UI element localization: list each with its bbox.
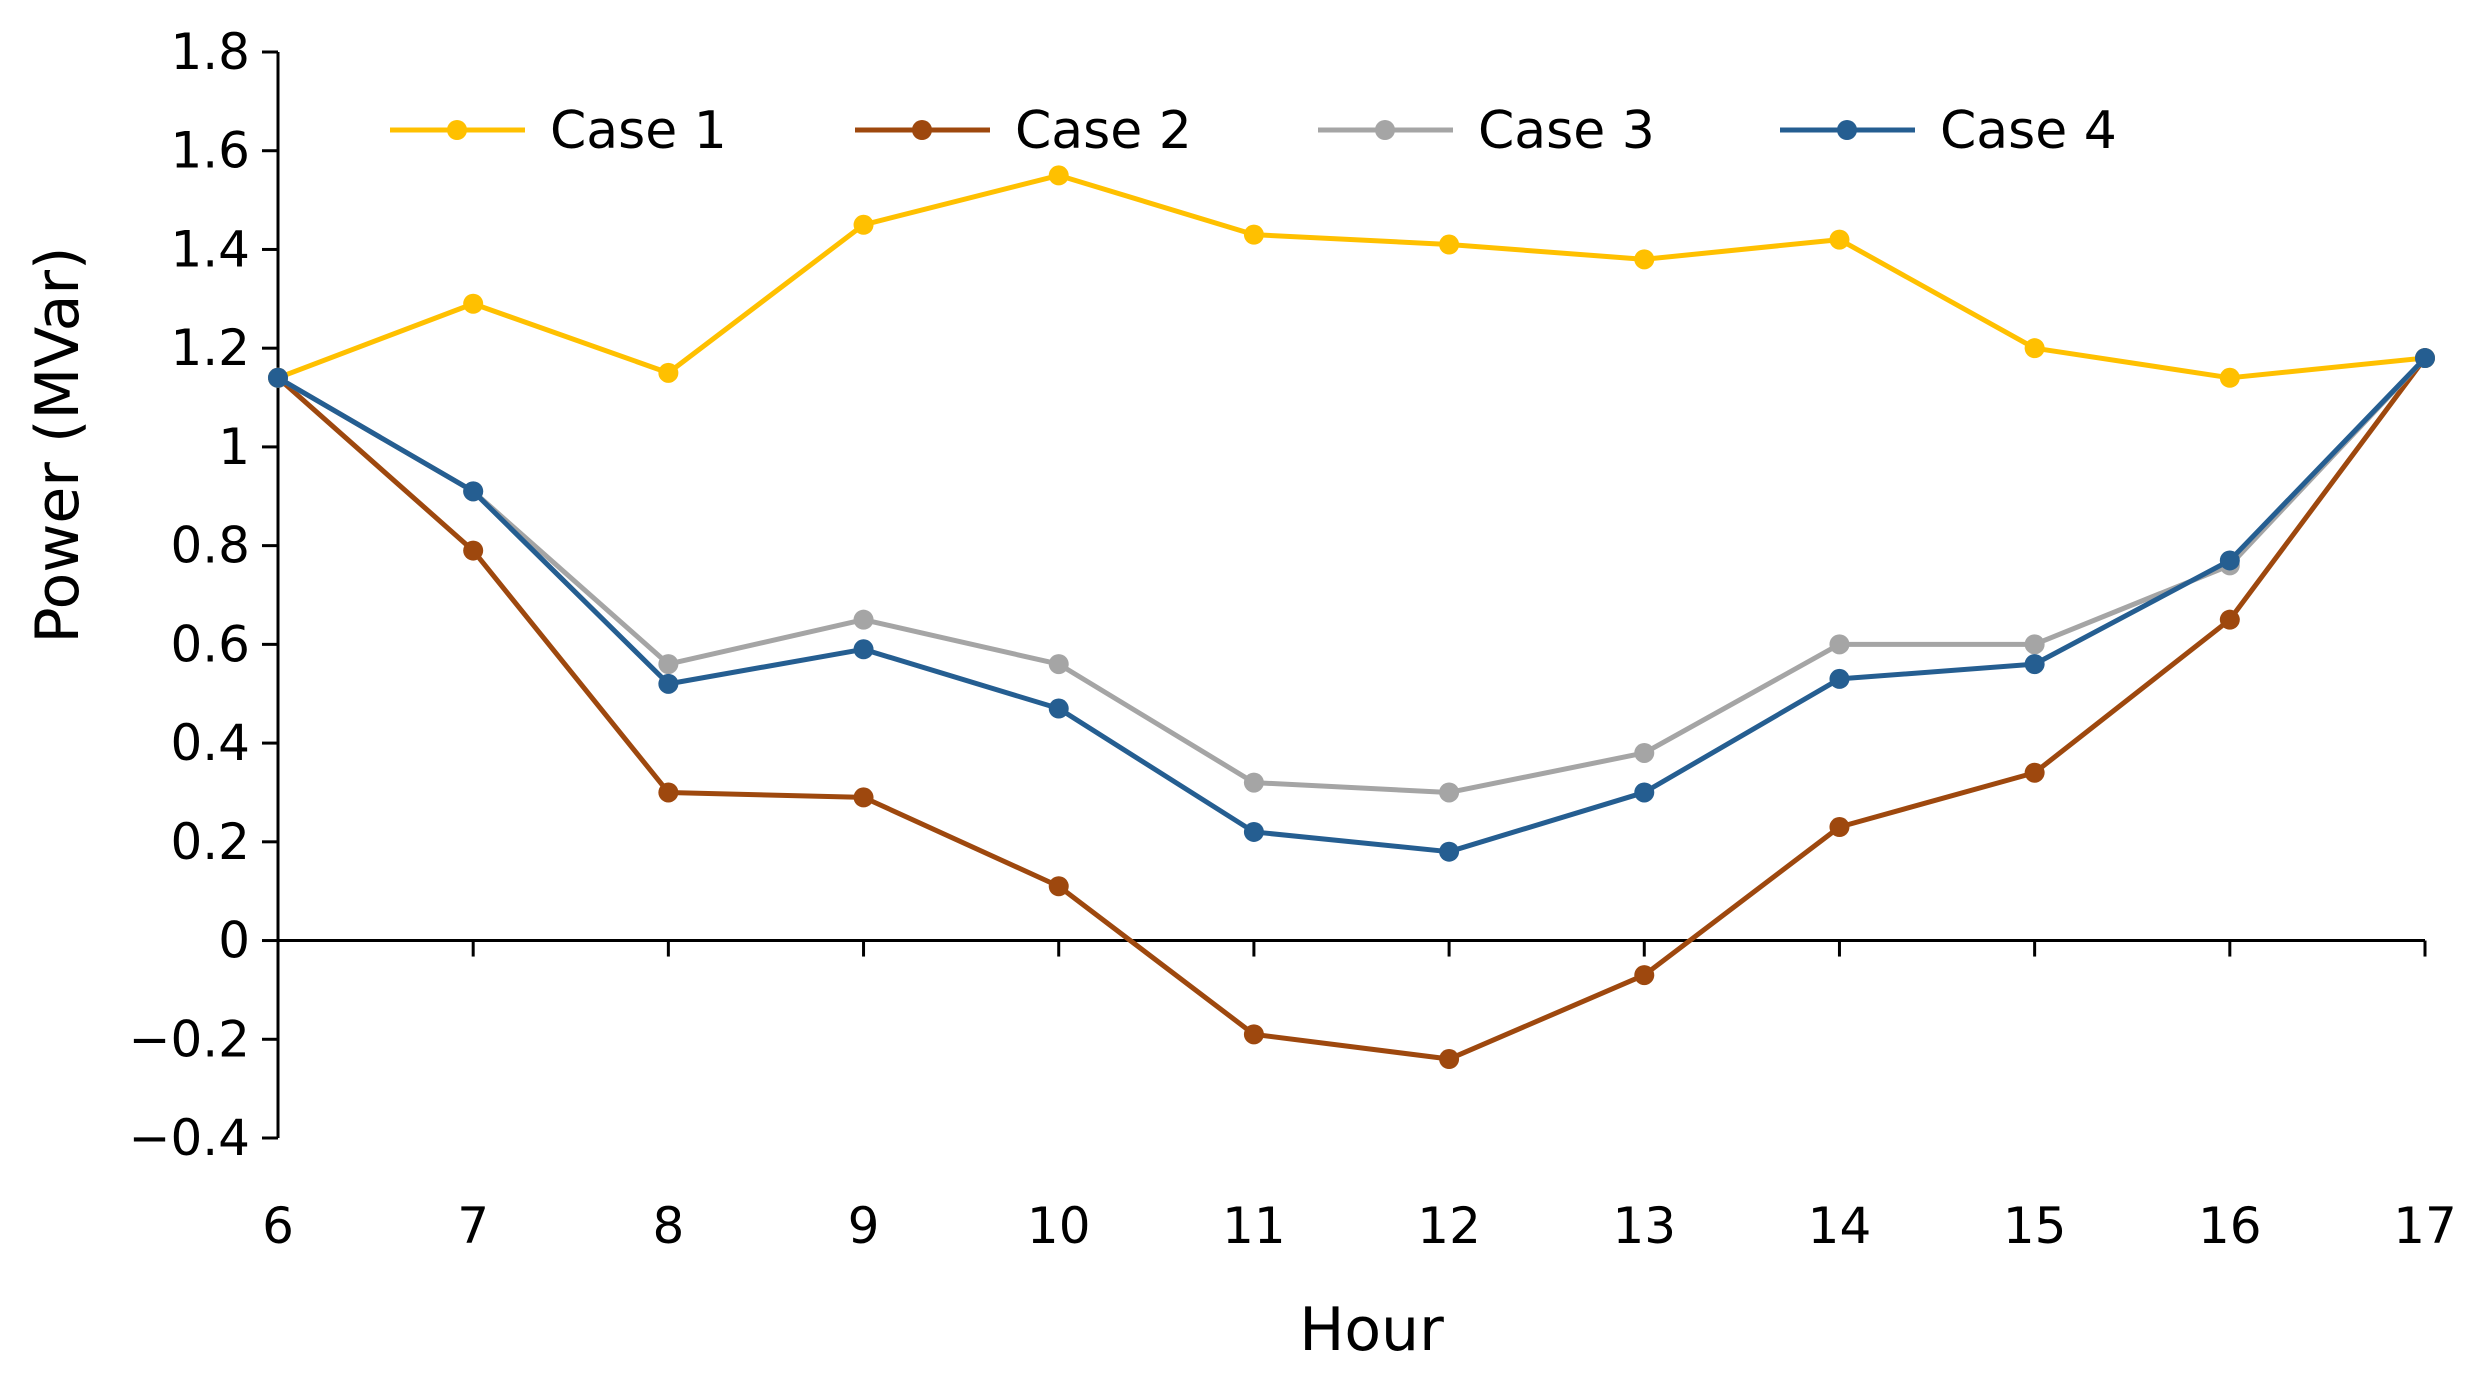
data-point [1439,1049,1460,1070]
y-tick-label: −0.4 [129,1109,250,1167]
x-axis: 6 7 8 9 10 11 12 13 14 15 16 17 [262,939,2457,1255]
data-point [2219,367,2240,388]
y-axis-title: Power (MVar) [23,247,93,644]
x-tick-label: 14 [1808,1197,1872,1255]
data-point [1439,782,1460,803]
legend-item: Case 1 [390,101,727,161]
data-point [268,367,288,388]
y-tick-label: 0.2 [170,813,250,871]
series-4 [268,348,2435,862]
y-tick-label: 0.4 [170,714,250,772]
data-point [1829,229,1850,250]
series-line [276,356,2427,855]
legend-label: Case 1 [550,101,727,161]
data-point [1048,165,1069,186]
data-point [2024,654,2045,675]
data-point [658,362,679,383]
x-tick-label: 17 [2393,1197,2457,1255]
data-point [463,540,484,561]
data-point [1243,772,1264,793]
data-point [2219,550,2240,571]
series-3 [268,348,2435,803]
data-point [2415,348,2435,369]
data-point [1048,876,1069,897]
data-point [1634,782,1655,803]
series-1 [268,165,2435,388]
y-tick-label: 1.2 [170,319,250,377]
data-point [1634,742,1655,763]
x-tick-label: 6 [262,1197,294,1255]
data-point [1634,249,1655,270]
data-point [1829,668,1850,689]
data-point [1243,224,1264,245]
legend-label: Case 2 [1015,101,1192,161]
series-line [276,356,2428,1062]
legend-item: Case 3 [1318,101,1655,161]
y-tick-label: 1.8 [170,23,250,81]
data-point [853,214,874,235]
data-point [2024,338,2045,359]
x-tick-label: 15 [2003,1197,2067,1255]
data-point [853,787,874,808]
plot-area [268,165,2435,1070]
y-tick-label: 1.4 [170,220,250,278]
data-point [1243,821,1264,842]
data-point [1439,234,1460,255]
x-tick-label: 8 [652,1197,684,1255]
y-tick-label: 1.6 [170,122,250,180]
data-point [658,782,679,803]
y-tick-label: 0.6 [170,615,250,673]
legend: Case 1 Case 2 Case 3 Case 4 [390,101,2117,161]
x-axis-title: Hour [1299,1295,1444,1365]
x-tick-label: 12 [1417,1197,1481,1255]
data-point [1439,841,1460,862]
y-axis: −0.4 −0.2 0 0.2 0.4 0.6 0.8 1 1.2 1.4 1.6 1.8 [129,23,280,1167]
series-2 [268,348,2435,1070]
x-tick-label: 13 [1612,1197,1676,1255]
data-point [1829,634,1850,655]
data-point [853,609,874,630]
legend-item: Case 2 [855,101,1192,161]
data-point [463,481,484,502]
legend-marker [912,120,932,140]
data-point [658,654,679,675]
series-line [276,356,2427,795]
y-tick-label: 0.8 [170,517,250,575]
y-tick-label: −0.2 [129,1010,250,1068]
legend-label: Case 4 [1940,101,2117,161]
series-line [277,172,2426,381]
data-point [463,293,484,314]
data-point [658,673,679,694]
data-point [1634,965,1655,986]
legend-item: Case 4 [1780,101,2117,161]
x-tick-label: 7 [457,1197,489,1255]
x-tick-label: 9 [848,1197,880,1255]
legend-label: Case 3 [1478,101,1655,161]
data-point [2219,609,2240,630]
legend-marker [1837,120,1857,140]
data-point [1048,698,1069,719]
legend-marker [1375,120,1395,140]
x-tick-label: 10 [1027,1197,1091,1255]
y-tick-label: 0 [218,912,250,970]
x-tick-label: 16 [2198,1197,2262,1255]
data-point [1243,1024,1264,1045]
data-point [2024,762,2045,783]
y-tick-label: 1 [218,418,250,476]
data-point [853,639,874,660]
data-point [1829,817,1850,838]
legend-marker [447,120,467,140]
x-tick-label: 11 [1222,1197,1286,1255]
data-point [1048,654,1069,675]
data-point [2024,634,2045,655]
